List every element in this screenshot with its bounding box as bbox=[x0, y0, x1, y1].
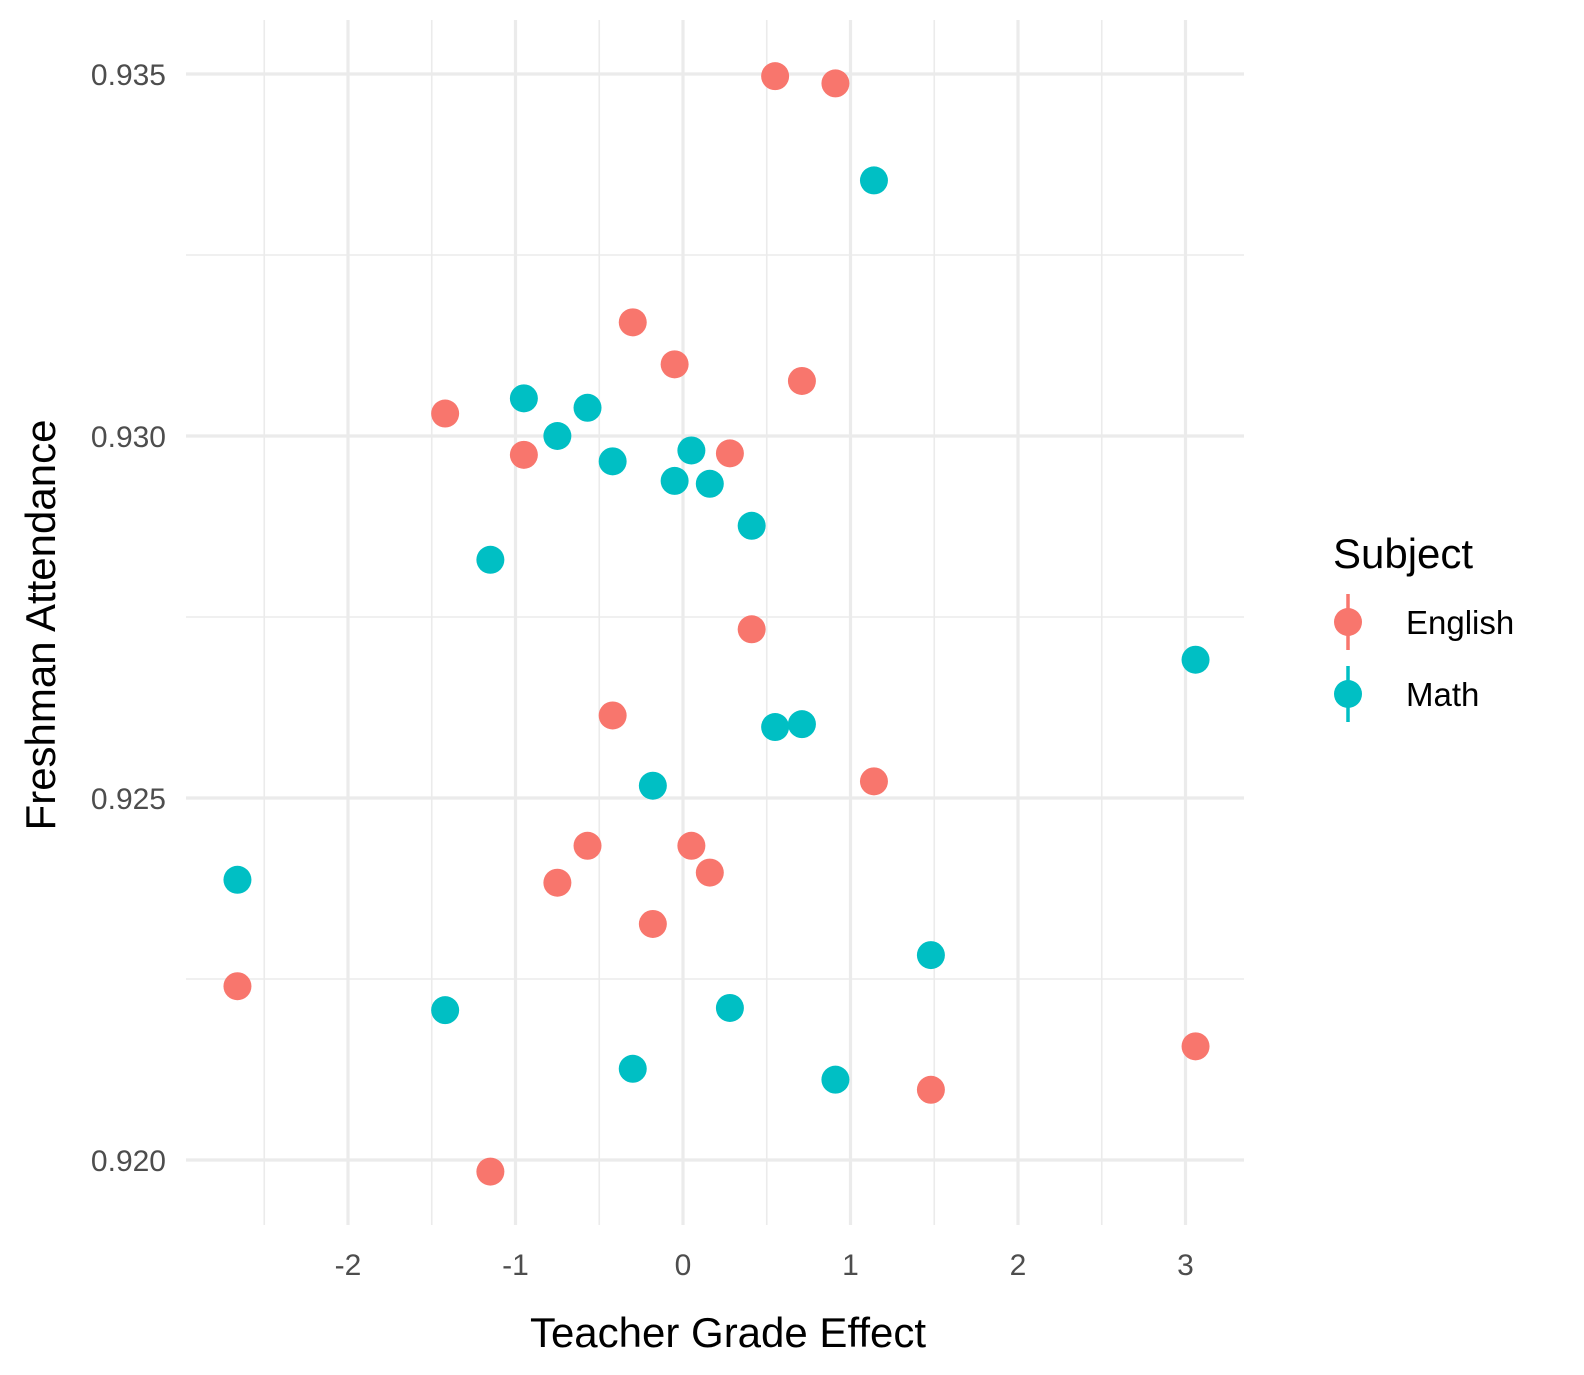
data-point bbox=[737, 511, 766, 540]
data-point bbox=[598, 701, 627, 730]
x-tick-label: -2 bbox=[335, 1249, 362, 1282]
data-point bbox=[431, 399, 460, 428]
x-tick-labels: -2 -1 0 1 2 3 bbox=[335, 1249, 1194, 1282]
data-point bbox=[715, 439, 744, 468]
x-tick-label: 1 bbox=[842, 1249, 859, 1282]
data-point bbox=[1181, 645, 1210, 674]
y-tick-labels: 0.920 0.925 0.930 0.935 bbox=[91, 59, 166, 1178]
legend-entries: English Math bbox=[1334, 594, 1514, 722]
series-english bbox=[223, 62, 1210, 1186]
data-point bbox=[476, 1157, 505, 1186]
data-point bbox=[737, 615, 766, 644]
legend-key-point bbox=[1334, 680, 1362, 708]
y-tick-label: 0.920 bbox=[91, 1145, 166, 1178]
data-point bbox=[618, 1054, 647, 1083]
data-point bbox=[573, 393, 602, 422]
data-point bbox=[859, 767, 888, 796]
major-gridlines bbox=[186, 20, 1244, 1225]
data-point bbox=[677, 436, 706, 465]
x-axis-title: Teacher Grade Effect bbox=[530, 1309, 926, 1356]
data-point bbox=[787, 366, 816, 395]
data-point bbox=[660, 466, 689, 495]
data-point bbox=[509, 384, 538, 413]
data-points bbox=[223, 62, 1210, 1186]
data-point bbox=[761, 62, 790, 91]
data-point bbox=[660, 350, 689, 379]
data-point bbox=[543, 868, 572, 897]
data-point bbox=[638, 909, 667, 938]
legend: Subject English Math bbox=[1333, 530, 1514, 722]
y-tick-label: 0.930 bbox=[91, 421, 166, 454]
x-tick-label: 3 bbox=[1177, 1249, 1194, 1282]
data-point bbox=[223, 972, 252, 1001]
data-point bbox=[695, 469, 724, 498]
data-point bbox=[223, 865, 252, 894]
y-axis-title: Freshman Attendance bbox=[17, 420, 64, 831]
x-tick-label: 0 bbox=[675, 1249, 692, 1282]
legend-key-point bbox=[1334, 608, 1362, 636]
data-point bbox=[916, 941, 945, 970]
y-tick-label: 0.925 bbox=[91, 783, 166, 816]
data-point bbox=[573, 831, 602, 860]
data-point bbox=[715, 993, 744, 1022]
legend-entry-math: Math bbox=[1334, 666, 1479, 722]
data-point bbox=[543, 422, 572, 450]
data-point bbox=[476, 545, 505, 574]
data-point bbox=[618, 308, 647, 337]
legend-label: English bbox=[1406, 604, 1514, 641]
data-point bbox=[598, 447, 627, 476]
legend-label: Math bbox=[1406, 676, 1479, 713]
minor-gridlines bbox=[186, 20, 1244, 1225]
data-point bbox=[761, 713, 790, 742]
series-math bbox=[223, 166, 1210, 1094]
data-point bbox=[821, 69, 850, 98]
data-point bbox=[431, 996, 460, 1025]
data-point bbox=[916, 1075, 945, 1104]
data-point bbox=[509, 440, 538, 469]
data-point bbox=[821, 1065, 850, 1094]
y-tick-label: 0.935 bbox=[91, 59, 166, 92]
legend-title: Subject bbox=[1333, 530, 1473, 577]
data-point bbox=[787, 710, 816, 739]
x-tick-label: -1 bbox=[502, 1249, 529, 1282]
data-point bbox=[695, 858, 724, 887]
x-tick-label: 2 bbox=[1010, 1249, 1027, 1282]
data-point bbox=[1181, 1032, 1210, 1061]
data-point bbox=[677, 831, 706, 860]
data-point bbox=[638, 771, 667, 800]
legend-entry-english: English bbox=[1334, 594, 1514, 650]
data-point bbox=[859, 166, 888, 195]
